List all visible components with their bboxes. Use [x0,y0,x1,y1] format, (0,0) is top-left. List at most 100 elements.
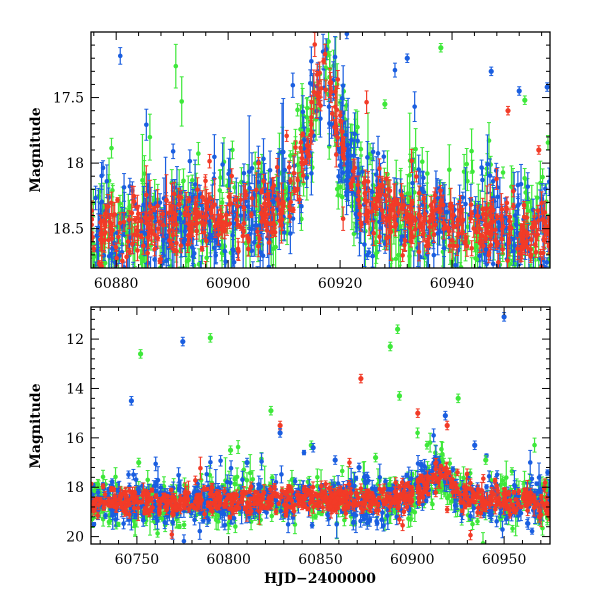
top-outlier-green [522,95,528,105]
top-red-point [409,148,414,174]
bottom-green-point [100,469,106,484]
top-green-point [166,271,171,294]
top-outlier-red [536,145,542,155]
top-red-point [262,193,267,214]
bottom-blue-point [279,465,284,484]
bottom-red-point [407,499,413,504]
top-red-point [410,229,416,245]
top-blue-point [136,312,141,348]
bottom-blue-point [91,555,96,564]
bottom-blue-point [505,515,510,521]
top-red-point [379,175,385,194]
top-red-point [518,224,524,244]
top-green-point [425,150,430,197]
top-red-point [402,230,408,252]
top-red-point [484,202,489,228]
top-green-point [521,352,526,370]
top-red-point [223,204,229,225]
bottom-outlier-green [396,391,403,401]
top-red-point [158,255,164,264]
bottom-outlier-green [455,393,461,404]
bottom-blue-point [131,468,136,481]
bottom-blue-point [292,477,298,485]
bottom-blue-point [374,516,380,531]
bottom-red-point [444,506,450,514]
bottom-blue-point [404,472,410,478]
top-red-point [311,69,317,115]
top-red-point [359,221,364,228]
top-green-point [393,236,399,268]
bottom-red-point [276,501,282,507]
bottom-blue-point [367,513,373,527]
top-blue-point [515,196,521,216]
bottom-blue-point [484,484,489,490]
bottom-panel: 60750 60800 60850 60900 60950 12 14 16 18 20 Magn… [28,306,551,587]
top-x-tick-label: 60880 [94,276,139,292]
top-red-point [309,94,314,110]
top-red-point [274,157,280,177]
bottom-data-marks [91,312,550,564]
top-blue-point [251,228,257,257]
top-blue-point [360,165,365,178]
bottom-red-point [523,502,528,508]
top-red-point [365,208,371,225]
top-blue-point [144,108,149,141]
top-red-point [299,150,305,166]
top-blue-point [241,163,247,183]
bottom-green-point [181,520,187,529]
top-blue-point [127,177,133,195]
top-red-point [333,122,339,130]
bottom-blue-point [103,512,108,519]
top-red-point [377,229,382,244]
top-green-point [115,296,120,323]
bottom-red-point [95,511,100,520]
top-red-point [126,210,132,229]
top-blue-point [119,206,125,247]
bottom-blue-point [197,522,203,540]
bottom-red-point [204,486,210,492]
top-green-point [179,76,185,127]
top-red-point [340,120,345,143]
top-y-axis-label: Magnitude [28,107,44,192]
top-red-point [251,272,256,285]
top-red-point [350,158,356,184]
top-green-point [230,140,235,160]
top-blue-point [525,172,531,202]
top-green-point [540,168,545,186]
top-red-point [201,225,207,240]
top-green-point [181,168,186,194]
bottom-red-point [397,484,402,490]
bottom-blue-point [136,485,141,493]
top-red-point [333,141,339,168]
top-green-point [109,137,114,159]
bottom-green-point [510,524,515,533]
top-blue-point [220,142,225,187]
top-green-point [522,254,527,268]
bottom-green-point [532,437,537,453]
top-red-point [194,222,200,240]
top-red-point [535,227,540,242]
top-red-point [227,218,233,230]
top-blue-point [261,138,266,180]
bottom-outlier-green [137,349,144,359]
top-green-point [542,278,547,288]
top-red-point [538,248,544,258]
top-blue-point [432,328,437,361]
bottom-red-point [112,503,118,509]
bottom-green-point [145,470,151,490]
top-red-point [291,206,296,213]
bottom-green-point [427,432,433,453]
top-red-point [243,191,249,200]
top-x-tick-label: 60920 [318,276,363,292]
top-red-point [140,237,146,255]
bottom-green-point [269,510,275,522]
top-green-point [470,159,475,184]
top-red-point [447,203,453,211]
bottom-green-point [409,471,415,478]
top-green-point [295,103,300,117]
bottom-blue-point [181,534,187,544]
top-red-point [204,188,209,220]
top-red-point [212,178,217,232]
top-red-point [113,242,119,252]
bottom-green-point [315,468,320,487]
